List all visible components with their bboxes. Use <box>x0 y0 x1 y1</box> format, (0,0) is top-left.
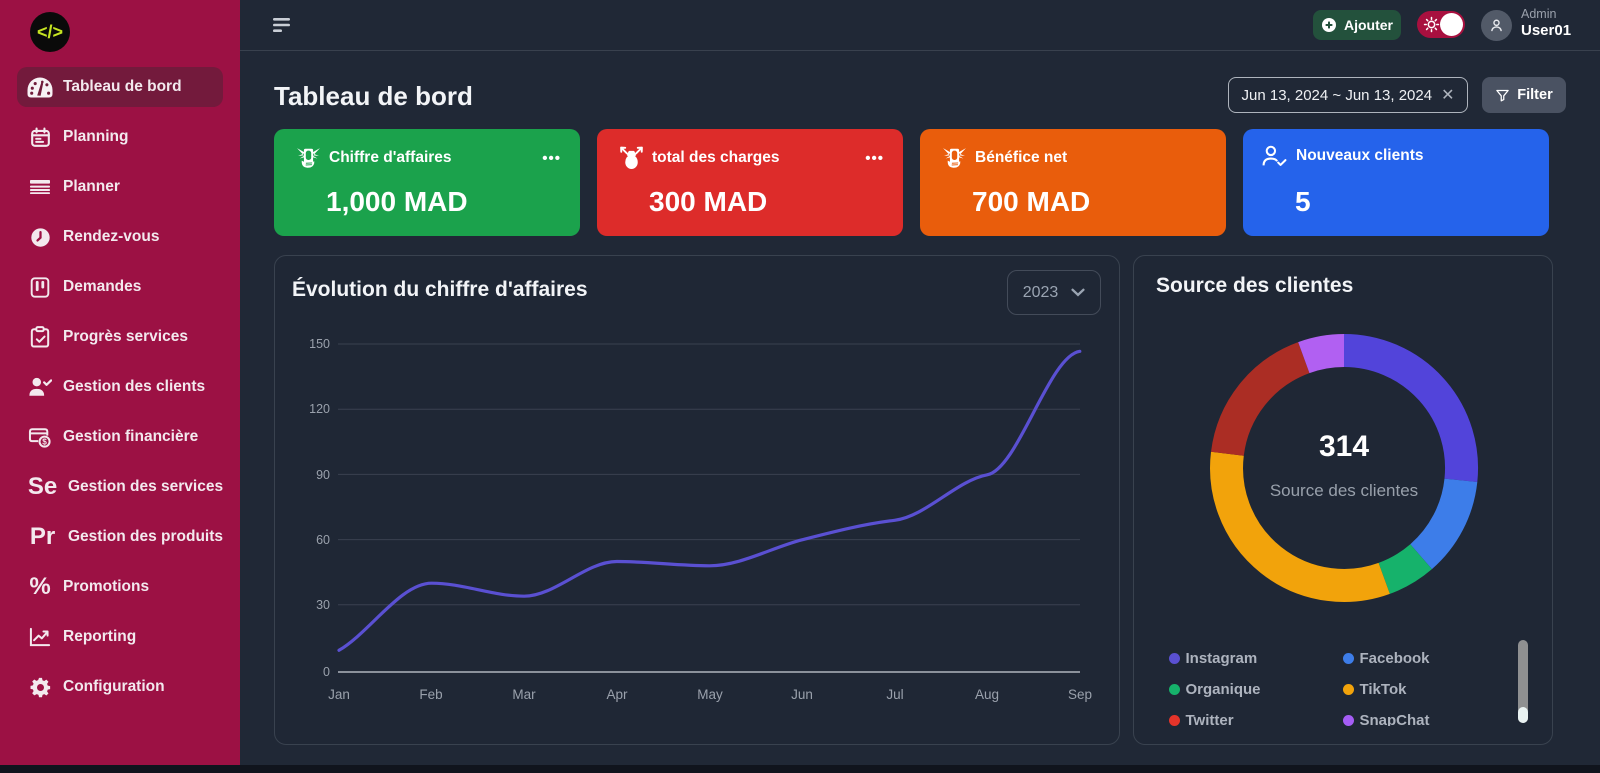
svg-text:60: 60 <box>316 533 330 547</box>
svg-text:30: 30 <box>316 598 330 612</box>
svg-text:May: May <box>697 687 723 702</box>
svg-text:90: 90 <box>316 468 330 482</box>
svg-text:Jul: Jul <box>886 687 903 702</box>
svg-text:Jun: Jun <box>791 687 813 702</box>
svg-text:0: 0 <box>323 665 330 679</box>
svg-text:Jan: Jan <box>328 687 350 702</box>
svg-text:120: 120 <box>309 402 330 416</box>
svg-text:150: 150 <box>309 337 330 351</box>
svg-text:Sep: Sep <box>1068 687 1092 702</box>
svg-text:Aug: Aug <box>975 687 999 702</box>
svg-text:Feb: Feb <box>419 687 442 702</box>
svg-text:$: $ <box>42 437 47 446</box>
svg-text:Mar: Mar <box>512 687 536 702</box>
svg-text:Apr: Apr <box>606 687 628 702</box>
